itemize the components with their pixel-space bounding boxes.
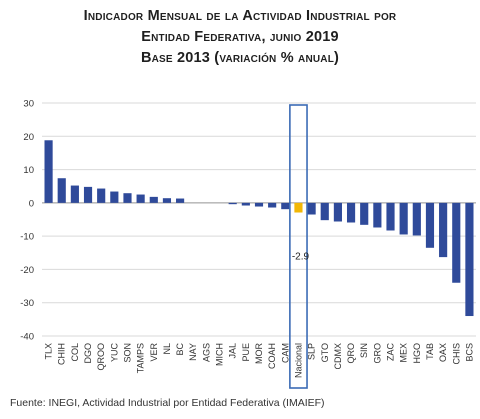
bar-bcs bbox=[465, 202, 474, 317]
x-tick-label: MOR bbox=[254, 343, 264, 364]
x-tick-label: QROO bbox=[96, 343, 106, 371]
title-line-3: Base 2013 (variación % anual) bbox=[140, 50, 340, 66]
bar-chih bbox=[57, 178, 66, 203]
bar-ver bbox=[149, 196, 158, 203]
x-tick-label: HGO bbox=[412, 343, 422, 364]
x-tick-label: Nacional bbox=[293, 343, 303, 378]
x-tick-label: SON bbox=[122, 343, 132, 363]
bar-qroo bbox=[97, 188, 106, 203]
x-tick-label: COL bbox=[70, 343, 80, 362]
y-tick-label: -30 bbox=[20, 298, 34, 309]
chart-title: Indicador Mensual de la Actividad Indust… bbox=[0, 6, 480, 69]
bar-gro bbox=[373, 202, 382, 228]
x-tick-label: PUE bbox=[241, 343, 251, 362]
bar-sin bbox=[360, 202, 369, 225]
x-tick-label: GRO bbox=[372, 343, 382, 364]
x-tick-label: BCS bbox=[464, 343, 474, 362]
bar-nl bbox=[162, 198, 172, 203]
x-tick-label: TLX bbox=[44, 343, 54, 360]
bar-hgo bbox=[412, 202, 421, 236]
x-tick-label: QRO bbox=[346, 343, 356, 364]
x-tick-label: COAH bbox=[267, 343, 277, 369]
y-tick-label: -20 bbox=[20, 265, 34, 276]
bar-bc bbox=[176, 198, 185, 203]
x-tick-label: CHIS bbox=[451, 343, 461, 365]
x-tick-label: OAX bbox=[438, 343, 448, 362]
title-line-1: Indicador Mensual de la Actividad Indust… bbox=[83, 8, 397, 24]
x-tick-label: VER bbox=[149, 343, 159, 362]
bar-oax bbox=[439, 202, 448, 258]
x-tick-label: NAY bbox=[188, 343, 198, 361]
x-tick-label: GTO bbox=[320, 343, 330, 362]
x-tick-label: CAM bbox=[280, 343, 290, 363]
y-tick-label: 10 bbox=[23, 165, 34, 176]
bar-nacional bbox=[294, 202, 303, 213]
bar-dgo bbox=[83, 186, 93, 203]
source-note: Fuente: INEGI, Actividad Industrial por … bbox=[10, 397, 325, 409]
bar-mex bbox=[399, 202, 408, 235]
y-tick-label: -40 bbox=[20, 332, 34, 343]
bar-qro bbox=[346, 202, 356, 223]
y-tick-label: 20 bbox=[23, 132, 34, 143]
y-tick-label: 30 bbox=[23, 99, 34, 110]
x-tick-label: SLP bbox=[307, 343, 317, 360]
x-tick-label: ZAC bbox=[386, 342, 396, 361]
bar-son bbox=[123, 193, 132, 203]
x-tick-label: MICH bbox=[215, 343, 225, 366]
bar-col bbox=[70, 185, 79, 203]
x-tick-label: TAB bbox=[425, 343, 435, 360]
x-tick-label: YUC bbox=[109, 343, 119, 363]
bar-gto bbox=[320, 202, 329, 221]
bar-cam bbox=[281, 202, 290, 210]
bar-tab bbox=[425, 202, 435, 248]
bar-chis bbox=[452, 202, 461, 283]
bar-coah bbox=[268, 202, 277, 208]
x-tick-label: MEX bbox=[399, 343, 409, 363]
nacional-value-label: -2.9 bbox=[292, 251, 310, 262]
y-tick-label: 0 bbox=[29, 198, 34, 209]
x-tick-label: SIN bbox=[359, 343, 369, 358]
x-tick-label: DGO bbox=[83, 343, 93, 364]
bar-slp bbox=[307, 202, 316, 215]
bar-yuc bbox=[110, 191, 119, 203]
bar-cdmx bbox=[333, 202, 342, 222]
nacional-highlight-box bbox=[289, 104, 308, 389]
y-tick-label: -10 bbox=[20, 232, 34, 243]
x-tick-label: CDMX bbox=[333, 343, 343, 370]
x-tick-label: AGS bbox=[201, 343, 211, 362]
bar-mor bbox=[254, 202, 264, 207]
bar-tlx bbox=[44, 140, 53, 203]
bar-zac bbox=[386, 202, 395, 231]
x-tick-label: TAMPS bbox=[136, 343, 146, 373]
x-tick-label: JAL bbox=[228, 343, 238, 359]
x-tick-label: BC bbox=[175, 343, 185, 356]
bar-tamps bbox=[136, 194, 145, 203]
bar-pue bbox=[241, 202, 250, 206]
title-line-2: Entidad Federativa, junio 2019 bbox=[141, 29, 339, 45]
bar-jal bbox=[228, 202, 237, 205]
x-tick-label: NL bbox=[162, 343, 172, 355]
x-tick-label: CHIH bbox=[57, 343, 67, 365]
